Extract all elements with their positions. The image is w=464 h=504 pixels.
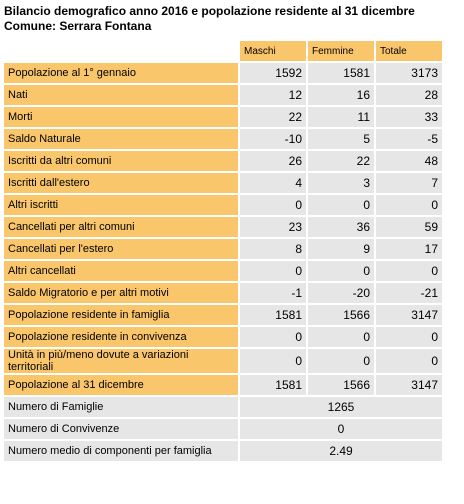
summary-label: Numero di Convivenze <box>4 419 238 439</box>
cell-value: 0 <box>240 327 306 347</box>
table-row: Altri iscritti 0 0 0 <box>4 195 442 215</box>
balance-table: Maschi Femmine Totale Popolazione al 1° gen… <box>2 39 444 463</box>
row-label: Saldo Migratorio e per altri motivi <box>4 283 238 303</box>
row-label: Popolazione residente in convivenza <box>4 327 238 347</box>
table-row: Cancellati per altri comuni 23 36 59 <box>4 217 442 237</box>
cell-value: 0 <box>308 261 374 281</box>
cell-value: -10 <box>240 129 306 149</box>
cell-value: 17 <box>376 239 442 259</box>
row-label: Saldo Naturale <box>4 129 238 149</box>
table-row: Numero medio di componenti per famiglia 2… <box>4 441 442 461</box>
cell-value: -5 <box>376 129 442 149</box>
column-header: Maschi <box>240 41 306 61</box>
table-row: Popolazione residente in convivenza 0 0 0 <box>4 327 442 347</box>
row-label: Popolazione al 1° gennaio <box>4 63 238 83</box>
cell-value: 3147 <box>376 305 442 325</box>
table-row: Iscritti dall'estero 4 3 7 <box>4 173 442 193</box>
cell-value: 0 <box>376 349 442 373</box>
column-header: Femmine <box>308 41 374 61</box>
table-row: Nati 12 16 28 <box>4 85 442 105</box>
cell-value: -21 <box>376 283 442 303</box>
cell-value: -1 <box>240 283 306 303</box>
row-label: Altri cancellati <box>4 261 238 281</box>
cell-value: 3 <box>308 173 374 193</box>
table-row: Morti 22 11 33 <box>4 107 442 127</box>
cell-value: 23 <box>240 217 306 237</box>
cell-value: 0 <box>240 261 306 281</box>
cell-value: 0 <box>308 195 374 215</box>
cell-value: 1581 <box>308 63 374 83</box>
cell-value: 3147 <box>376 375 442 395</box>
cell-value: 12 <box>240 85 306 105</box>
row-label: Iscritti da altri comuni <box>4 151 238 171</box>
cell-value: 22 <box>240 107 306 127</box>
table-row: Saldo Naturale -10 5 -5 <box>4 129 442 149</box>
cell-value: -20 <box>308 283 374 303</box>
row-label: Nati <box>4 85 238 105</box>
cell-value: 1581 <box>240 375 306 395</box>
cell-value: 5 <box>308 129 374 149</box>
row-label: Popolazione al 31 dicembre <box>4 375 238 395</box>
summary-label: Numero di Famiglie <box>4 397 238 417</box>
cell-value: 22 <box>308 151 374 171</box>
table-row: Unità in più/meno dovute a variazioni te… <box>4 349 442 373</box>
header-blank <box>4 41 238 61</box>
row-label: Cancellati per l'estero <box>4 239 238 259</box>
cell-value: 0 <box>308 349 374 373</box>
cell-value: 1581 <box>240 305 306 325</box>
table-row: Numero di Convivenze 0 <box>4 419 442 439</box>
cell-value: 1566 <box>308 375 374 395</box>
table-row: Popolazione al 1° gennaio 1592 1581 3173 <box>4 63 442 83</box>
summary-value: 1265 <box>240 397 442 417</box>
table-row: Iscritti da altri comuni 26 22 48 <box>4 151 442 171</box>
table-row: Cancellati per l'estero 8 9 17 <box>4 239 442 259</box>
summary-label: Numero medio di componenti per famiglia <box>4 441 238 461</box>
summary-value: 0 <box>240 419 442 439</box>
cell-value: 0 <box>308 327 374 347</box>
row-label: Morti <box>4 107 238 127</box>
cell-value: 7 <box>376 173 442 193</box>
row-label: Unità in più/meno dovute a variazioni te… <box>4 349 238 373</box>
cell-value: 9 <box>308 239 374 259</box>
cell-value: 0 <box>240 195 306 215</box>
cell-value: 16 <box>308 85 374 105</box>
cell-value: 48 <box>376 151 442 171</box>
row-label: Cancellati per altri comuni <box>4 217 238 237</box>
cell-value: 59 <box>376 217 442 237</box>
table-row: Saldo Migratorio e per altri motivi -1 -20… <box>4 283 442 303</box>
summary-value: 2.49 <box>240 441 442 461</box>
cell-value: 1566 <box>308 305 374 325</box>
cell-value: 3173 <box>376 63 442 83</box>
column-header: Totale <box>376 41 442 61</box>
table-row: Popolazione residente in famiglia 1581 156… <box>4 305 442 325</box>
cell-value: 36 <box>308 217 374 237</box>
cell-value: 0 <box>376 195 442 215</box>
cell-value: 0 <box>240 349 306 373</box>
cell-value: 26 <box>240 151 306 171</box>
table-row: Popolazione al 31 dicembre 1581 1566 3147 <box>4 375 442 395</box>
table-row: Altri cancellati 0 0 0 <box>4 261 442 281</box>
cell-value: 1592 <box>240 63 306 83</box>
cell-value: 33 <box>376 107 442 127</box>
cell-value: 11 <box>308 107 374 127</box>
row-label: Iscritti dall'estero <box>4 173 238 193</box>
row-label: Popolazione residente in famiglia <box>4 305 238 325</box>
table-row: Maschi Femmine Totale <box>4 41 442 61</box>
cell-value: 4 <box>240 173 306 193</box>
table-row: Numero di Famiglie 1265 <box>4 397 442 417</box>
cell-value: 28 <box>376 85 442 105</box>
title: Bilancio demografico anno 2016 e popolaz… <box>4 4 415 18</box>
cell-value: 0 <box>376 327 442 347</box>
row-label: Altri iscritti <box>4 195 238 215</box>
subtitle: Comune: Serrara Fontana <box>4 19 152 33</box>
cell-value: 0 <box>376 261 442 281</box>
cell-value: 8 <box>240 239 306 259</box>
